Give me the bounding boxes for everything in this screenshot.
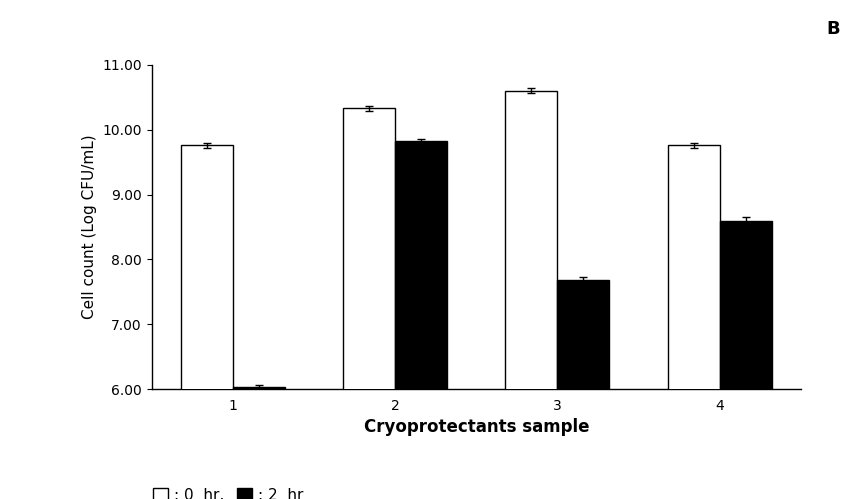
Bar [233, 387, 285, 499]
Legend: : 0  hr,, : 2  hr: : 0 hr,, : 2 hr [152, 488, 303, 499]
X-axis label: Cryoprotectants sample: Cryoprotectants sample [364, 419, 589, 437]
Bar [343, 108, 395, 499]
Bar [558, 280, 610, 499]
Bar [181, 145, 233, 499]
Bar [506, 91, 558, 499]
Bar [668, 145, 720, 499]
Text: B: B [826, 20, 840, 38]
Y-axis label: Cell count (Log CFU/mL): Cell count (Log CFU/mL) [81, 135, 97, 319]
Bar [395, 141, 447, 499]
Bar [720, 221, 772, 499]
